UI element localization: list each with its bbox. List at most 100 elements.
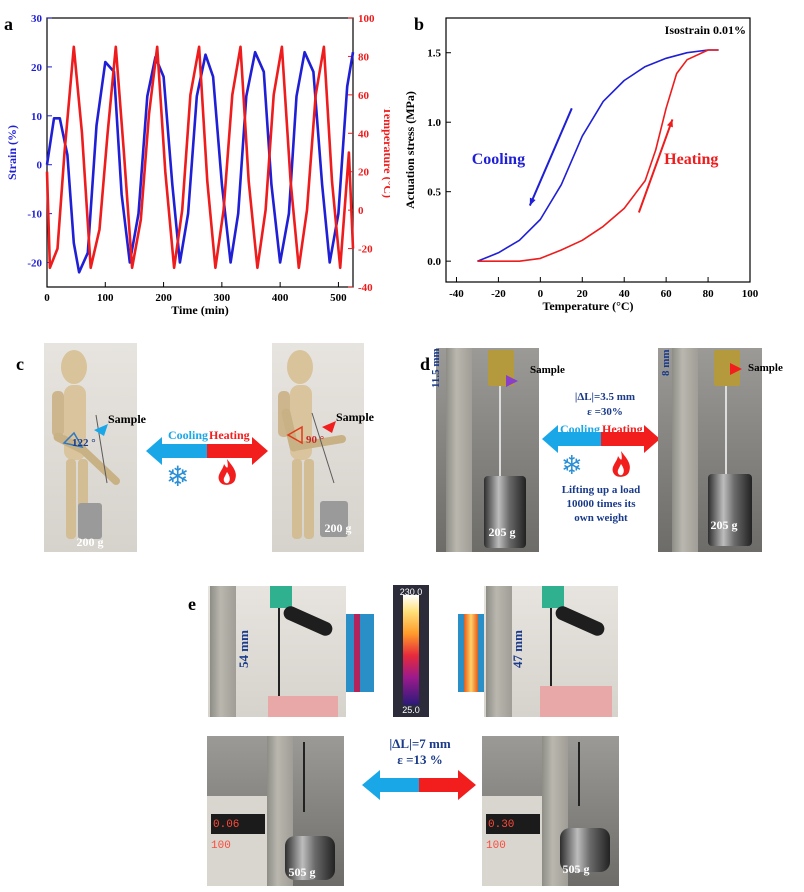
x-tick-label: 500	[330, 292, 347, 304]
heating-direction-arrow	[637, 119, 674, 213]
panel-e-strain: ε =13 %	[397, 752, 443, 767]
y-tick-label: -20	[27, 258, 42, 270]
y-right-tick-label: 20	[358, 167, 370, 179]
panel-e-photo-top-right	[484, 586, 618, 717]
x-tick-label: 300	[214, 292, 231, 304]
panel-b-label: b	[414, 14, 425, 34]
panel-d-photo-right	[658, 348, 762, 552]
x-tick-label: 20	[577, 288, 589, 300]
panel-c-label: c	[16, 354, 24, 374]
y-right-tick-label: -40	[358, 282, 373, 294]
snowflake-icon: ❄	[561, 451, 583, 481]
series-label-heating: Heating	[664, 151, 718, 168]
y-tick-label: 0.0	[427, 256, 441, 268]
panel-d-label: d	[420, 354, 431, 374]
series-line-2	[45, 45, 355, 270]
y-axis-label: Actuation stress (MPa)	[404, 91, 417, 209]
panel-c-angle-left: 122 °	[72, 437, 96, 449]
y-axis-label: Strain (%)	[5, 125, 19, 180]
cooling-direction-arrow-head	[529, 197, 536, 206]
panel-d-length-right: 8 mm	[660, 349, 672, 376]
x-tick-label: 40	[619, 288, 631, 300]
y-right-tick-label: 40	[358, 128, 370, 140]
y-right-tick-label: 80	[358, 51, 370, 63]
y-right-axis-label: Temperature (°C)	[381, 107, 390, 198]
series-line-1	[45, 50, 355, 274]
x-axis-label: Time (min)	[171, 303, 228, 317]
x-tick-label: -20	[491, 288, 506, 300]
series-line-1	[477, 49, 719, 262]
flame-icon	[609, 450, 633, 485]
x-axis-label: Temperature (°C)	[542, 299, 633, 313]
panel-e-length-left: 54 mm	[236, 630, 251, 668]
x-tick-label: 0	[44, 292, 50, 304]
y-tick-label: 0.5	[427, 187, 441, 199]
snowflake-icon: ❄	[166, 460, 190, 493]
panel-e-photo-top-left	[208, 586, 346, 717]
thermal-scale-bar	[393, 585, 429, 717]
panel-d-sample-right: Sample	[748, 362, 783, 374]
cooling-heating-arrow-c	[146, 437, 268, 465]
x-tick-label: 100	[97, 292, 114, 304]
series-line-2	[477, 49, 719, 263]
x-tick-label: 200	[155, 292, 172, 304]
cooling-direction-arrow	[528, 107, 573, 206]
series-label-cooling: Cooling	[472, 151, 525, 168]
panel-c-photo-right	[272, 343, 364, 552]
plot-frame	[445, 17, 751, 283]
mannequin-bent-icon	[278, 350, 348, 539]
panel-e-length-right: 47 mm	[510, 630, 525, 668]
y-right-tick-label: 0	[358, 205, 364, 217]
panel-d-note-3: own weight	[574, 512, 628, 524]
sample-arrow-icon	[94, 424, 108, 436]
y-tick-label: -10	[27, 209, 42, 221]
x-tick-label: 60	[661, 288, 673, 300]
panel-d-weight-left: 205 g	[488, 525, 516, 539]
chart-annotation: Isostrain 0.01%	[665, 23, 746, 37]
panel-e-weight-left: 505 g	[288, 865, 316, 879]
sample-arrow-icon	[730, 363, 742, 375]
x-tick-label: 400	[272, 292, 289, 304]
cooling-heating-arrow-d	[542, 425, 660, 453]
panel-a-label: a	[4, 14, 13, 34]
x-tick-label: 80	[703, 288, 715, 300]
panel-e-photo-bottom-left: 0.06 100	[207, 736, 344, 886]
y-tick-label: 1.5	[427, 48, 441, 60]
panel-d-note-2: 10000 times its	[566, 498, 636, 510]
panel-c-weight-right: 200 g	[324, 521, 352, 535]
power-supply-display-left: 0.06 100	[211, 814, 265, 852]
y-right-tick-label: 60	[358, 90, 370, 102]
panel-d-weight-right: 205 g	[710, 518, 738, 532]
plot-frame	[46, 17, 354, 288]
chart-a: 0 100 200 300 400 500 -20 -10 0 10 20 30 -40 -20 0 20 40…	[5, 13, 390, 317]
panel-d-heating-label: Heating	[602, 422, 643, 436]
panel-c-sample-label: Sample	[108, 412, 147, 426]
flame-icon	[215, 458, 239, 493]
cooling-heating-arrow-e	[362, 770, 476, 800]
panel-c-sample-label-right: Sample	[336, 410, 375, 424]
sample-arrow-icon	[322, 421, 336, 433]
panel-e-photo-bottom-right: 0.30 100	[482, 736, 619, 886]
panel-c-angle-right: 90 °	[306, 434, 325, 446]
y-tick-label: 1.0	[427, 117, 441, 129]
panel-c-cooling-label: Cooling	[168, 428, 209, 442]
y-tick-label: 0	[37, 160, 43, 172]
panel-c-photo-left	[44, 343, 137, 552]
y-right-tick-label: 100	[358, 13, 375, 25]
chart-b: -40 -20 0 20 40 60 80 100 0.0 0.5 1.0 1.5 Temperatur…	[404, 17, 759, 313]
panel-c-weight-left: 200 g	[76, 535, 104, 549]
sample-arrow-icon	[506, 375, 518, 387]
panel-e-delta: |ΔL|=7 mm	[389, 736, 451, 751]
panel-e-label: e	[188, 594, 196, 614]
panel-d-length-left: 11.5 mm	[430, 348, 442, 388]
x-tick-label: -40	[449, 288, 464, 300]
x-tick-label: 100	[742, 288, 759, 300]
scale-min-label: 25.0	[402, 705, 420, 715]
thermal-strip-right	[458, 614, 484, 692]
y-tick-label: 30	[31, 13, 43, 25]
scale-max-label: 230.0	[399, 587, 423, 597]
panel-d-sample-left: Sample	[530, 364, 565, 376]
x-tick-label: 0	[538, 288, 544, 300]
y-tick-label: 10	[31, 111, 43, 123]
mannequin-icon	[52, 350, 120, 539]
